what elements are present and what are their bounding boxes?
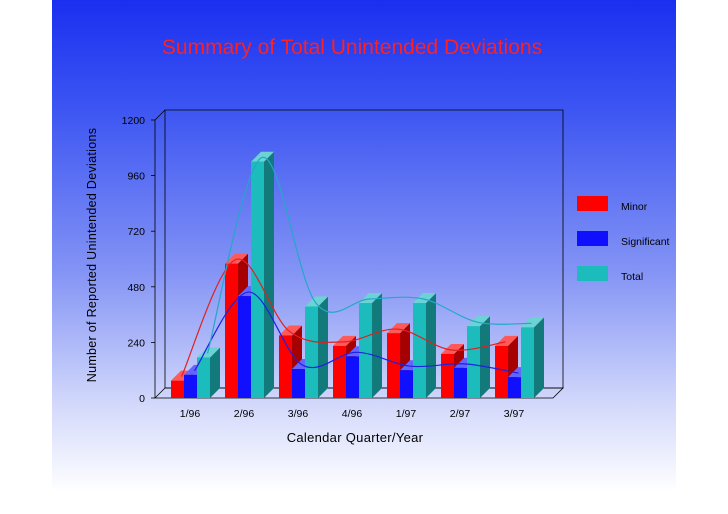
bar-significant-1 xyxy=(238,296,251,398)
bar-side-total-3 xyxy=(372,293,382,398)
y-tick-label: 240 xyxy=(127,337,145,349)
bar-side-total-5 xyxy=(480,316,490,398)
chart-title: Summary of Total Unintended Deviations xyxy=(161,36,543,59)
x-tick-label: 1/97 xyxy=(396,408,417,420)
legend-swatch-significant xyxy=(577,231,608,246)
bar-side-total-0 xyxy=(210,347,220,398)
bar-total-6 xyxy=(521,327,534,398)
bar-total-3 xyxy=(359,303,372,398)
x-tick-label: 3/96 xyxy=(288,408,309,420)
y-tick-label: 960 xyxy=(127,171,145,183)
bar-significant-3 xyxy=(346,356,359,398)
bar-top-total-2 xyxy=(305,296,328,307)
trend-line-significant xyxy=(194,291,519,374)
x-axis-label: Calendar Quarter/Year xyxy=(286,430,424,445)
bar-side-total-1 xyxy=(264,151,274,398)
bar-minor-6 xyxy=(495,345,508,398)
y-tick-label: 480 xyxy=(127,282,145,294)
bar-total-1 xyxy=(251,161,264,398)
bar-top-total-5 xyxy=(467,316,490,327)
bar-total-2 xyxy=(305,306,318,398)
bar-side-total-6 xyxy=(534,317,544,398)
bar-top-total-4 xyxy=(413,293,436,304)
legend-item-significant: Significant xyxy=(577,231,677,266)
bar-minor-5 xyxy=(441,353,454,398)
y-axis-label: Number of Reported Unintended Deviations xyxy=(85,127,99,383)
bar-top-total-1 xyxy=(251,151,274,162)
x-tick-label: 2/97 xyxy=(450,408,471,420)
bar-side-total-4 xyxy=(426,293,436,398)
legend-label-total: Total xyxy=(621,271,644,283)
bar-top-minor-2 xyxy=(279,325,302,336)
bar-minor-3 xyxy=(333,345,346,398)
trend-line-total xyxy=(206,157,532,354)
bar-total-4 xyxy=(413,303,426,398)
bar-significant-0 xyxy=(184,374,197,398)
bar-top-minor-1 xyxy=(225,253,248,264)
y-tick-label: 720 xyxy=(127,226,145,238)
slide-background xyxy=(52,0,676,492)
x-tick-label: 3/97 xyxy=(504,408,525,420)
legend: Minor Significant Total xyxy=(577,196,677,301)
x-tick-label: 4/96 xyxy=(342,408,363,420)
bar-minor-2 xyxy=(279,335,292,398)
legend-label-significant: Significant xyxy=(621,236,670,248)
legend-label-minor: Minor xyxy=(621,201,648,213)
bar-top-minor-5 xyxy=(441,343,464,354)
bar-total-5 xyxy=(467,326,480,398)
bar-top-minor-4 xyxy=(387,323,410,334)
x-tick-label: 1/96 xyxy=(180,408,201,420)
legend-swatch-minor xyxy=(577,196,608,211)
bar-minor-0 xyxy=(171,380,184,398)
y-tick-label: 1200 xyxy=(122,115,146,127)
legend-item-minor: Minor xyxy=(577,196,677,231)
bar-significant-4 xyxy=(400,370,413,398)
bar-total-0 xyxy=(197,357,210,398)
y-tick-label: 0 xyxy=(139,393,145,405)
legend-swatch-total xyxy=(577,266,608,281)
bar-top-total-3 xyxy=(359,293,382,304)
legend-item-total: Total xyxy=(577,266,677,301)
bar-top-minor-3 xyxy=(333,335,356,346)
bar-significant-2 xyxy=(292,369,305,398)
y-axis-top-edge xyxy=(154,109,166,121)
bar-side-total-2 xyxy=(318,296,328,398)
bar-significant-5 xyxy=(454,367,467,398)
bar-minor-4 xyxy=(387,333,400,398)
bar-minor-1 xyxy=(225,263,238,398)
bar-top-total-6 xyxy=(521,317,544,328)
x-tick-label: 2/96 xyxy=(234,408,255,420)
bar-significant-6 xyxy=(508,377,521,398)
